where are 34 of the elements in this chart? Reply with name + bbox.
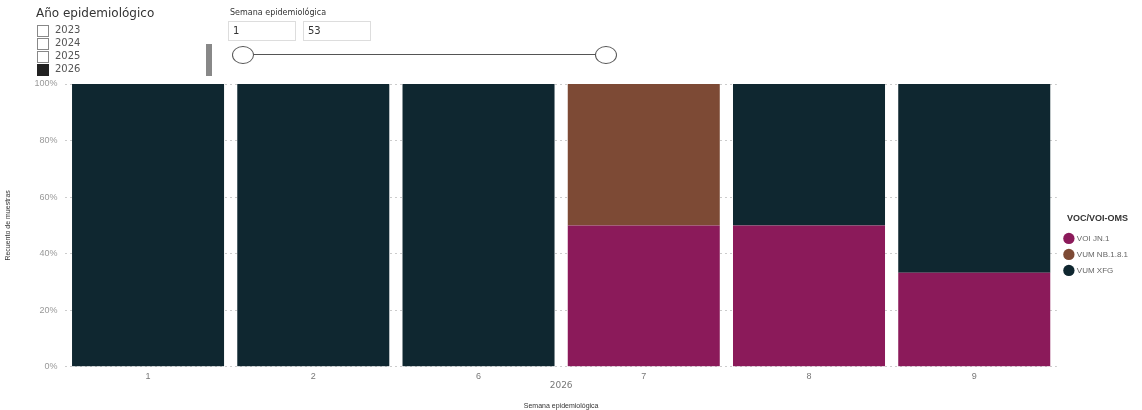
- y-tick-label: 60%: [39, 191, 58, 202]
- text: 2026: [549, 379, 573, 390]
- bar: [72, 84, 225, 367]
- x-tick-label: 8: [806, 370, 812, 381]
- bar: [237, 84, 390, 367]
- y-tick-label: 100%: [34, 78, 58, 89]
- x-tick-label: 1: [145, 370, 151, 381]
- x-tick-label: 2: [310, 370, 316, 381]
- text: 2023: [55, 24, 81, 35]
- legend-label: VUM NB.1.8.1: [1076, 249, 1129, 259]
- bar: [567, 84, 720, 226]
- legend-label: VOI JN.1: [1076, 233, 1110, 243]
- legend-title: VOC/VOI-OMS: [1066, 212, 1128, 223]
- bar: [402, 84, 555, 367]
- y-tick-label: 0%: [44, 361, 58, 372]
- text: Año epidemiológico: [36, 6, 155, 20]
- x-tick-label: 7: [641, 370, 647, 381]
- y-tick-label: 80%: [39, 135, 58, 146]
- text: 53: [303, 21, 371, 41]
- bar: [898, 272, 1051, 367]
- legend-label: VUM XFG: [1076, 265, 1114, 275]
- bar: [733, 84, 886, 226]
- y-tick-label: 40%: [39, 248, 58, 259]
- x-tick-label: 6: [476, 370, 482, 381]
- x-tick-label: 9: [971, 370, 977, 381]
- text: 2024: [55, 37, 81, 48]
- bar: [898, 84, 1051, 273]
- bar: [733, 225, 886, 367]
- text: 2025: [55, 50, 81, 61]
- bar: [567, 225, 720, 367]
- text: Semana epidemiológica: [230, 8, 327, 17]
- text: 2026: [55, 63, 81, 74]
- y-tick-label: 20%: [39, 304, 58, 315]
- text: 1: [228, 21, 296, 41]
